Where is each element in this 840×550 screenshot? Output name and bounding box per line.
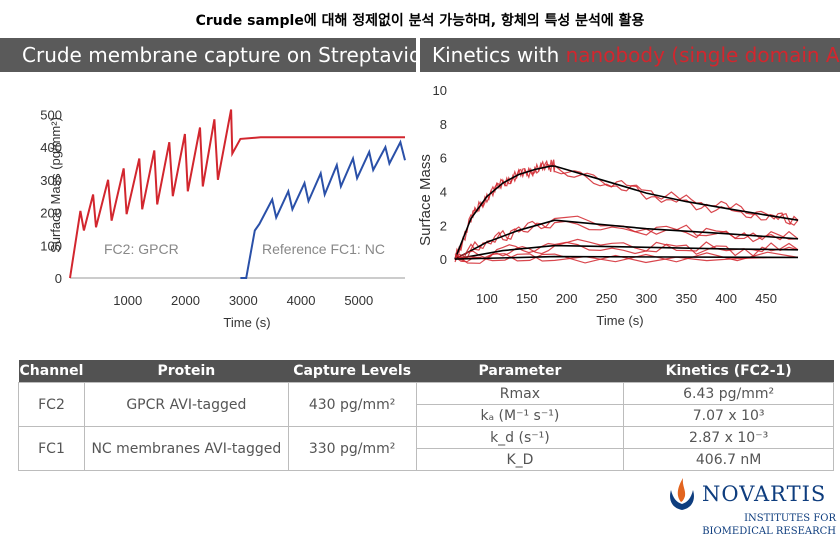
right-banner-prefix: Kinetics with xyxy=(432,43,566,67)
series-line xyxy=(454,219,799,260)
x-tick-label: 100 xyxy=(476,291,498,306)
y-tick-label: 8 xyxy=(440,117,447,132)
channel-cell: FC1 xyxy=(18,426,85,471)
novartis-logo: NOVARTIS INSTITUTES FOR BIOMEDICAL RESEA… xyxy=(660,476,840,546)
x-tick-label: 5000 xyxy=(344,293,373,308)
y-tick-label: 6 xyxy=(440,151,447,166)
y-tick-label: 0 xyxy=(440,252,447,267)
y-tick-label: 100 xyxy=(40,238,62,253)
x-axis-label: Time (s) xyxy=(596,313,643,328)
logo-subtitle-line: INSTITUTES FOR xyxy=(744,513,836,524)
logo-subtitle: INSTITUTES FOR BIOMEDICAL RESEARCH xyxy=(702,512,836,538)
series-line xyxy=(454,165,555,260)
table-row: kₐ (M⁻¹ s⁻¹) 7.07 x 10³ xyxy=(19,404,834,427)
annotation-fc1: Reference FC1: NC xyxy=(262,241,385,257)
kinetics-cell: 6.43 pg/mm² xyxy=(623,382,834,405)
kinetics-chart: 100 150 200 250 300 350 400 450 0 2 4 6 8 10 Time (s)… xyxy=(417,83,799,328)
table-row: FC2 GPCR AVI-tagged 430 pg/mm² Rmax 6.43… xyxy=(18,382,834,427)
y-tick-label: 500 xyxy=(40,107,62,122)
protein-cell: NC membranes AVI-tagged xyxy=(83,426,289,471)
col-header: Parameter xyxy=(416,360,624,383)
col-header: Kinetics (FC2-1) xyxy=(623,360,834,383)
x-tick-label: 450 xyxy=(755,291,777,306)
series-group xyxy=(454,159,799,264)
x-axis-label: Time (s) xyxy=(223,315,270,330)
data-trace xyxy=(454,253,799,264)
x-tick-label: 2000 xyxy=(171,293,200,308)
x-tick-label: 350 xyxy=(675,291,697,306)
flame-icon xyxy=(670,478,694,510)
right-banner-highlight: nanobody (single domain Ab) xyxy=(565,43,840,67)
x-tick-label: 1000 xyxy=(113,293,142,308)
y-tick-label: 0 xyxy=(55,271,62,286)
table-row: FC1 NC membranes AVI-tagged 330 pg/mm² k… xyxy=(18,426,834,471)
results-table: Channel Protein Capture Levels Parameter… xyxy=(18,360,834,471)
series-line xyxy=(240,139,406,279)
param-cell: K_D xyxy=(415,448,625,471)
param-cell: kₐ (M⁻¹ s⁻¹) xyxy=(415,404,625,427)
series-line xyxy=(554,165,799,221)
y-tick-label: 400 xyxy=(40,140,62,155)
kinetics-cell: 7.07 x 10³ xyxy=(623,404,834,427)
data-trace xyxy=(454,220,799,261)
capture-cell: 330 pg/mm² xyxy=(287,426,417,471)
y-tick-label: 2 xyxy=(440,218,447,233)
protein-cell: GPCR AVI-tagged xyxy=(83,382,289,427)
x-tick-label: 300 xyxy=(636,291,658,306)
capture-chart: 1000 2000 3000 4000 5000 0 100 200 300 400 500 Tim… xyxy=(40,107,406,330)
series-line xyxy=(454,244,799,260)
axis-ticks: 100 150 200 250 300 350 400 450 0 2 4 6 8 10 xyxy=(433,83,777,306)
y-axis-label: Surface Mass (pg/mm²) xyxy=(48,117,63,253)
col-header: Channel xyxy=(18,360,85,383)
param-cell: k_d (s⁻¹) xyxy=(415,426,625,449)
data-trace xyxy=(554,164,799,225)
left-banner: Crude membrane capture on Streptavidin xyxy=(0,38,416,72)
y-tick-label: 4 xyxy=(440,184,447,199)
logo-subtitle-line: BIOMEDICAL RESEARCH xyxy=(702,526,836,537)
series-line xyxy=(69,109,405,279)
y-tick-label: 10 xyxy=(433,83,447,98)
series-group xyxy=(69,109,406,279)
x-tick-label: 3000 xyxy=(229,293,258,308)
param-cell: Rmax xyxy=(415,382,625,405)
x-tick-label: 150 xyxy=(516,291,538,306)
x-tick-label: 400 xyxy=(715,291,737,306)
page-heading: Crude sample에 대해 정제없이 분석 가능하며, 항체의 특성 분석… xyxy=(195,13,645,29)
right-banner: Kinetics with nanobody (single domain Ab… xyxy=(420,38,840,72)
x-tick-label: 200 xyxy=(556,291,578,306)
y-tick-label: 200 xyxy=(40,206,62,221)
col-header: Protein xyxy=(84,360,289,383)
axis-ticks: 1000 2000 3000 4000 5000 0 100 200 300 400 500 xyxy=(40,107,373,308)
y-axis-label: Surface Mass xyxy=(417,154,434,246)
data-trace xyxy=(454,251,799,263)
y-tick-label: 300 xyxy=(40,173,62,188)
x-tick-label: 250 xyxy=(596,291,618,306)
kinetics-cell: 406.7 nM xyxy=(623,448,834,471)
annotation-fc2: FC2: GPCR xyxy=(104,241,179,257)
series-line xyxy=(454,255,799,260)
col-header: Capture Levels xyxy=(288,360,417,383)
table-row: K_D 406.7 nM xyxy=(19,448,834,471)
x-tick-label: 4000 xyxy=(287,293,316,308)
capture-cell: 430 pg/mm² xyxy=(287,382,417,427)
kinetics-cell: 2.87 x 10⁻³ xyxy=(623,426,834,449)
table-header-row: Channel Protein Capture Levels Parameter… xyxy=(18,360,834,383)
logo-wordmark: NOVARTIS xyxy=(702,482,827,506)
channel-cell: FC2 xyxy=(18,382,85,427)
data-trace xyxy=(554,170,799,226)
data-trace xyxy=(454,159,556,261)
